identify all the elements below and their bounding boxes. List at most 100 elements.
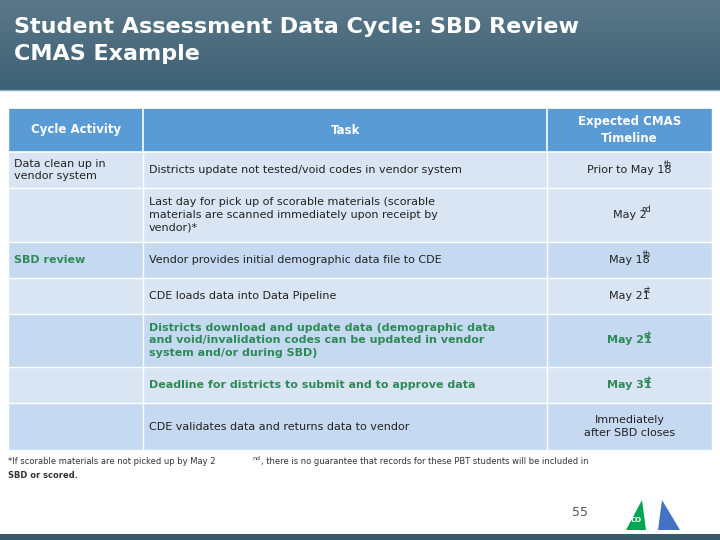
Bar [0,12,720,14]
Bar [0,59,720,60]
Bar [0,66,720,68]
Bar [0,42,720,43]
Bar [0,83,720,84]
Bar [0,28,720,29]
Bar [0,8,720,9]
Bar [0,53,720,54]
Bar [0,45,720,46]
Text: st: st [643,376,652,385]
Text: May 21: May 21 [607,335,652,346]
Bar [0,38,720,39]
Text: Prior to May 18: Prior to May 18 [588,165,672,175]
Bar [0,15,720,16]
Bar [0,70,720,71]
Text: *If scorable materials are not picked up by May 2: *If scorable materials are not picked up… [8,457,215,467]
Bar [0,36,720,37]
Bar [0,90,720,108]
Bar [0,17,720,18]
Bar [0,46,720,47]
Bar [0,22,720,23]
Bar [0,80,720,81]
Text: May 2: May 2 [613,210,647,220]
Bar [8,403,712,450]
Text: SBD review: SBD review [14,255,85,265]
Bar [0,57,720,58]
Bar [0,79,720,80]
Bar [0,65,720,66]
Bar [8,314,712,367]
Bar [0,74,720,76]
Bar [0,52,720,53]
Bar [0,14,720,15]
Bar [0,51,720,52]
Bar [0,23,720,24]
Text: Immediately
after SBD closes: Immediately after SBD closes [584,415,675,438]
Bar [0,10,720,11]
Bar [0,89,720,90]
Bar [0,73,720,74]
Bar [0,30,720,31]
Bar [0,19,720,20]
Bar [0,47,720,49]
Bar [0,43,720,44]
Bar [0,87,720,89]
Bar [0,29,720,30]
Bar [0,25,720,26]
Text: nd: nd [641,205,651,214]
Text: nd: nd [252,456,260,461]
Text: CDE validates data and returns data to vendor: CDE validates data and returns data to v… [149,422,410,431]
Bar [8,242,712,278]
Text: st: st [643,286,650,295]
Bar [0,55,720,56]
Bar [0,49,720,50]
Bar [0,64,720,65]
Bar [0,6,720,8]
Text: 55: 55 [572,505,588,518]
Text: Task: Task [330,124,360,137]
Bar [0,40,720,42]
Bar [0,16,720,17]
Bar [0,86,720,87]
Bar [0,20,720,22]
Bar [0,3,720,4]
Text: Vendor provides initial demographic data file to CDE: Vendor provides initial demographic data… [149,255,442,265]
Bar [0,31,720,32]
Text: Districts download and update data (demographic data
and void/invalidation codes: Districts download and update data (demo… [149,323,495,358]
Text: May 31: May 31 [607,380,652,390]
Bar [0,11,720,12]
Bar [0,77,720,78]
Text: Districts update not tested/void codes in vendor system: Districts update not tested/void codes i… [149,165,462,175]
Bar [0,534,720,540]
Bar [0,39,720,40]
Bar [0,5,720,6]
Bar [0,82,720,83]
Bar [0,50,720,51]
Bar [0,76,720,77]
Bar [0,26,720,27]
Bar [0,2,720,3]
Bar [0,1,720,2]
Text: CDE loads data into Data Pipeline: CDE loads data into Data Pipeline [149,291,336,301]
Bar [0,18,720,19]
Text: CO: CO [631,517,642,523]
Bar [8,188,712,242]
Text: th: th [663,160,671,170]
Bar [8,367,712,403]
Polygon shape [658,500,680,530]
Bar [0,84,720,85]
Bar [0,54,720,55]
Text: Student Assessment Data Cycle: SBD Review: Student Assessment Data Cycle: SBD Revie… [14,17,579,37]
Bar [0,0,720,1]
Bar [8,278,712,314]
Bar [0,68,720,69]
Text: Expected CMAS
Timeline: Expected CMAS Timeline [578,116,681,145]
Bar [0,58,720,59]
Bar [0,81,720,82]
Bar [8,152,712,188]
Text: Last day for pick up of scorable materials (scorable
materials are scanned immed: Last day for pick up of scorable materia… [149,198,438,232]
Bar [0,85,720,86]
Bar [0,63,720,64]
Bar [0,78,720,79]
Text: th: th [643,250,651,259]
Bar [0,71,720,72]
